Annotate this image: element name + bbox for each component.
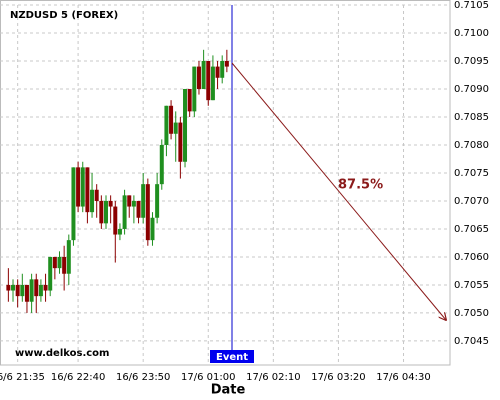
candle-body [113, 206, 118, 235]
y-tick-label: 0.7065 [454, 224, 489, 235]
y-tick-label: 0.7080 [454, 140, 489, 151]
forecast-arrow [231, 62, 446, 320]
watermark: www.delkos.com [15, 348, 109, 359]
candle-body [155, 184, 160, 218]
candle-body [169, 105, 174, 134]
candle-body [103, 200, 108, 224]
x-tick-label: 17/6 04:30 [376, 372, 430, 383]
chart-title: NZDUSD 5 (FOREX) [10, 10, 118, 21]
candle-body [224, 60, 229, 67]
plot-frame [0, 0, 451, 366]
candle-body [48, 256, 53, 291]
candle-body [76, 167, 81, 207]
x-tick-label: 16/6 21:35 [0, 372, 45, 383]
candle-body [178, 122, 183, 162]
y-tick-label: 0.7055 [454, 280, 489, 291]
y-tick-label: 0.7085 [454, 112, 489, 123]
candle-body [192, 66, 197, 112]
candle-body [187, 88, 192, 112]
candle-body [210, 66, 215, 101]
x-tick-label: 17/6 02:10 [246, 372, 300, 383]
y-tick-label: 0.7050 [454, 308, 489, 319]
candle-body [80, 167, 85, 207]
candle-body [206, 60, 211, 101]
candle-body [173, 122, 178, 134]
y-tick-label: 0.7075 [454, 168, 489, 179]
candle-body [117, 228, 122, 235]
event-box [210, 350, 254, 363]
candle-body [215, 66, 220, 78]
candle-body [85, 167, 90, 213]
y-tick-label: 0.7105 [454, 0, 489, 11]
candle-body [145, 184, 150, 241]
candle-body [127, 195, 132, 207]
candle-body [24, 284, 29, 302]
y-tick-label: 0.7045 [454, 336, 489, 347]
candle-body [183, 88, 188, 162]
candle-body [11, 284, 16, 291]
x-tick-label: 16/6 23:50 [116, 372, 170, 383]
candle-body [57, 256, 62, 269]
candle-body [131, 200, 136, 207]
y-tick-label: 0.7095 [454, 56, 489, 67]
candle-body [108, 200, 113, 207]
candle-body [196, 66, 201, 89]
candle-body [90, 189, 95, 213]
candle-body [66, 240, 71, 274]
candle-body [94, 189, 99, 201]
x-tick-label: 16/6 22:40 [51, 372, 105, 383]
candle-body [164, 105, 169, 145]
candle-body [201, 60, 206, 89]
y-tick-label: 0.7090 [454, 84, 489, 95]
candle-body [136, 200, 141, 218]
candle-body [52, 256, 57, 269]
x-tick-label: 17/6 03:20 [311, 372, 365, 383]
candle-body [122, 195, 127, 229]
candle-body [15, 284, 20, 297]
x-axis-label: Date [211, 383, 246, 398]
candle-body [62, 256, 67, 274]
candle-body [220, 60, 225, 78]
candle-body [20, 284, 25, 297]
y-tick-label: 0.7060 [454, 252, 489, 263]
candle-body [159, 144, 164, 185]
y-tick-label: 0.7070 [454, 196, 489, 207]
candle-body [34, 279, 39, 297]
candle-body [150, 217, 155, 241]
candle-body [141, 184, 146, 218]
x-tick-label: 17/6 01:00 [181, 372, 235, 383]
candle-body [43, 284, 48, 291]
candle-body [6, 284, 11, 291]
candle-body [99, 200, 104, 224]
event-label: Event [216, 352, 248, 363]
y-tick-label: 0.7100 [454, 28, 489, 39]
candle-body [38, 284, 43, 297]
candle-body [71, 167, 76, 241]
annotation: 87.5% [338, 178, 383, 193]
candle-body [29, 279, 34, 302]
